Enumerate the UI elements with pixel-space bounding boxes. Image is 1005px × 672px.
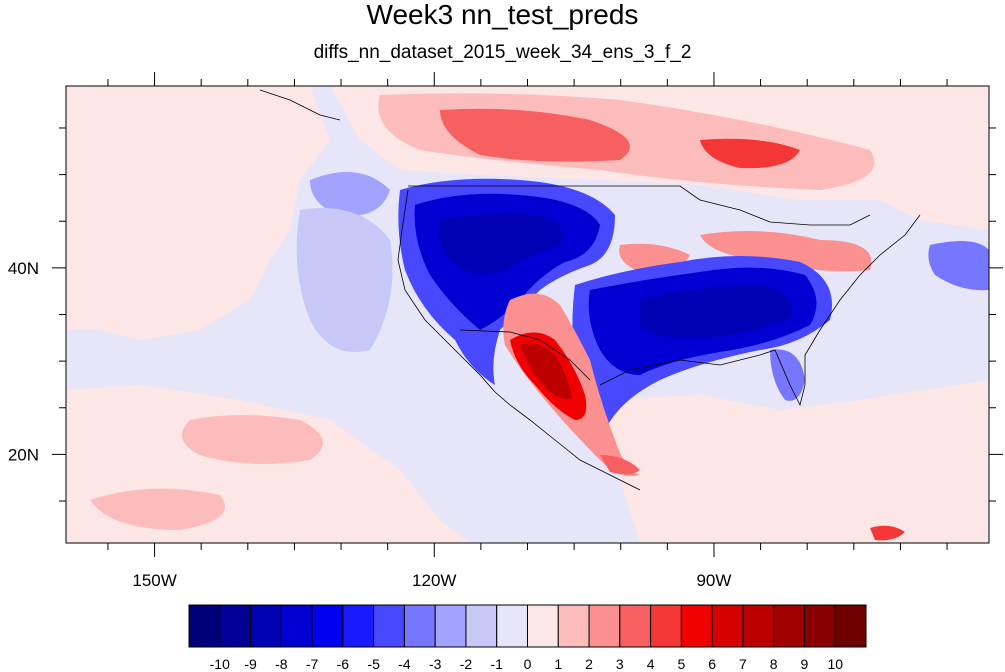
map-subtitle: diffs_nn_dataset_2015_week_34_ens_3_f_2 (313, 42, 692, 63)
colorbar-label: 4 (647, 656, 655, 672)
colorbar-swatch (773, 604, 805, 648)
field-blue-atlantic-east (928, 241, 989, 291)
colorbar-label: 7 (739, 656, 747, 672)
contour-field (66, 86, 989, 543)
colorbar-swatch (588, 604, 621, 648)
colorbar-swatch (557, 604, 590, 648)
colorbar-swatch (188, 604, 221, 648)
field-blue-pacific-coast (296, 208, 393, 352)
field-blue-east-darkest (640, 285, 792, 339)
field-warm-gulf-caribbean (600, 380, 989, 543)
border-us-canada (408, 185, 871, 226)
colorbar-swatch (742, 604, 775, 648)
colorbar-swatch (250, 604, 282, 648)
field-red-south-corner (870, 525, 905, 541)
colorbar-label: -6 (337, 656, 350, 672)
colorbar-label: -7 (306, 656, 319, 672)
field-blue-florida (770, 349, 805, 401)
colorbar-label: 1 (554, 656, 562, 672)
colorbar-swatch (711, 604, 744, 648)
field-red-mexico-core (520, 343, 572, 399)
coastline-west (397, 189, 641, 491)
y-tick-label: 20N (8, 445, 39, 464)
axis-ticks: 150W 120W 90W 40N 20N (8, 72, 1003, 590)
field-pink-pacific-band-1 (182, 415, 323, 464)
field-red-central-america (600, 455, 640, 475)
colorbar-swatch (280, 604, 313, 648)
x-tick-label: 90W (696, 571, 731, 590)
colorbar-swatch (403, 604, 436, 648)
border-us-mexico (459, 329, 591, 381)
map-title: Week3 nn_test_preds (366, 0, 639, 30)
colorbar-swatch (434, 604, 467, 648)
field-red-northeast (700, 231, 872, 272)
colorbar-label: 3 (616, 656, 624, 672)
colorbar-swatch (803, 604, 836, 648)
colorbar-swatch (834, 604, 867, 648)
colorbar-label: -9 (244, 656, 257, 672)
colorbar-swatch (619, 604, 652, 648)
coastline-gulf (599, 214, 921, 407)
field-red-canada-2 (700, 138, 800, 169)
field-blue-west-darkest (438, 213, 563, 274)
colorbar-label: 2 (585, 656, 593, 672)
y-tick-label: 40N (8, 259, 39, 278)
x-tick-label: 150W (132, 571, 176, 590)
colorbar-label: -8 (275, 656, 288, 672)
colorbar-label: 10 (827, 656, 843, 672)
colorbar-label: -10 (210, 656, 230, 672)
field-pink-pacific-band-2 (90, 488, 225, 530)
colorbar-swatch (465, 604, 498, 648)
colorbar-label: -4 (398, 656, 411, 672)
colorbar-swatch (311, 604, 344, 648)
colorbar-label: -2 (460, 656, 473, 672)
colorbar-label: 9 (801, 656, 809, 672)
colorbar-swatch (496, 604, 528, 648)
coastline-alaska (259, 89, 341, 121)
colorbar-swatch (680, 604, 713, 648)
colorbar-label: -5 (367, 656, 380, 672)
field-blue-offshore-west (310, 172, 390, 216)
colorbar-swatch (650, 604, 682, 648)
colorbar-label: -3 (429, 656, 442, 672)
colorbar: -10 -9 -8 -7 -6 -5 -4 -3 -2 -1 0 1 2 3 4 5 6 7 8 9 10 (188, 604, 867, 672)
colorbar-label: 5 (677, 656, 685, 672)
colorbar-label: 6 (708, 656, 716, 672)
colorbar-label: 0 (524, 656, 532, 672)
x-tick-label: 120W (412, 571, 456, 590)
coastlines (259, 89, 921, 491)
colorbar-swatch (219, 604, 252, 648)
colorbar-label: 8 (770, 656, 778, 672)
colorbar-swatch (373, 604, 405, 648)
colorbar-swatch (342, 604, 375, 648)
colorbar-label: -1 (491, 656, 504, 672)
field-red-canada-1 (440, 108, 630, 162)
field-warm-west-pacific (66, 86, 330, 340)
colorbar-swatch (527, 604, 559, 648)
